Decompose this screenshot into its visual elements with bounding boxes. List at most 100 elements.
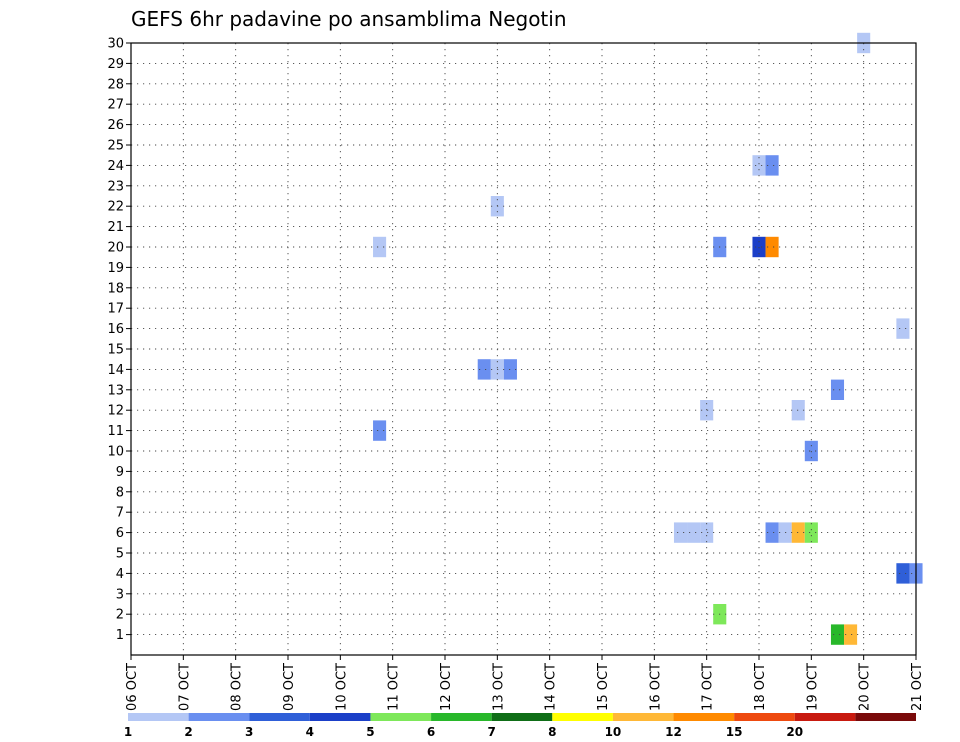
cell-mark (804, 522, 818, 543)
legend-tick-label: 1 (124, 725, 132, 739)
y-tick-label: 15 (107, 343, 124, 358)
legend-swatch (794, 713, 856, 721)
y-tick-label: 26 (107, 118, 124, 133)
legend-tick-label: 12 (665, 725, 682, 739)
cell-mark (752, 155, 766, 176)
cell-mark (765, 155, 779, 176)
color-legend: 1 2 3 4 5 6 7 8 10 12 15 20 (124, 713, 916, 739)
y-tick-label: 12 (107, 404, 124, 419)
x-tick-label: 19 OCT (805, 663, 820, 711)
cell-mark (830, 379, 845, 400)
y-tick-label: 29 (107, 57, 124, 72)
y-tick-label: 3 (116, 587, 124, 602)
legend-swatch (128, 713, 189, 721)
y-tick-label: 6 (116, 526, 124, 541)
x-tick-label: 11 OCT (387, 663, 402, 711)
y-tick-label: 23 (107, 179, 124, 194)
x-tick-label: 20 OCT (858, 663, 873, 711)
y-tick-label: 2 (116, 608, 124, 623)
x-tick-label: 12 OCT (439, 663, 454, 711)
legend-tick-label: 15 (726, 725, 743, 739)
y-tick-label: 7 (116, 506, 124, 521)
legend-tick-label: 20 (786, 725, 803, 739)
legend-swatch (552, 713, 613, 721)
cell-mark (896, 563, 910, 584)
y-tick-label: 30 (107, 37, 124, 52)
x-axis: 06 OCT 07 OCT 08 OCT 09 OCT 10 OCT 11 OCT 12 O… (125, 655, 925, 711)
cell-mark (791, 400, 805, 421)
y-tick-label: 9 (116, 465, 124, 480)
legend-swatch (491, 713, 553, 721)
y-tick-label: 21 (107, 220, 124, 235)
y-tick-label: 14 (107, 363, 124, 378)
cell-mark (804, 440, 818, 462)
cell-mark (765, 522, 779, 543)
y-tick-label: 28 (107, 77, 124, 92)
y-tick-label: 17 (107, 302, 124, 317)
legend-tick-label: 5 (366, 725, 374, 739)
grid-lines (131, 43, 916, 655)
legend-swatch (431, 713, 492, 721)
x-tick-label: 08 OCT (230, 663, 245, 711)
x-tick-label: 14 OCT (544, 663, 559, 711)
legend-swatch (309, 713, 371, 721)
x-tick-label: 06 OCT (125, 663, 140, 711)
x-tick-label: 15 OCT (596, 663, 611, 711)
y-tick-label: 27 (107, 98, 124, 113)
legend-tick-label: 3 (245, 725, 253, 739)
legend-swatch (734, 713, 795, 721)
cell-mark (700, 522, 714, 543)
x-tick-label: 16 OCT (648, 663, 663, 711)
y-tick-label: 25 (107, 139, 124, 154)
legend-tick-label: 10 (605, 725, 622, 739)
cell-mark (373, 236, 387, 258)
legend-tick-label: 4 (306, 725, 314, 739)
y-tick-label: 13 (107, 383, 124, 398)
y-tick-label: 8 (116, 485, 124, 500)
plot-frame (130, 42, 917, 656)
y-axis: 1234567891011121314151617181920212223242… (107, 37, 131, 643)
cell-mark (844, 624, 858, 645)
legend-swatch (188, 713, 250, 721)
y-tick-label: 1 (116, 628, 124, 643)
cell-mark (830, 624, 845, 645)
y-tick-label: 20 (107, 241, 124, 256)
cell-mark (503, 359, 517, 380)
legend-swatch (370, 713, 432, 721)
legend-tick-label: 6 (427, 725, 435, 739)
legend-swatch (249, 713, 310, 721)
y-tick-label: 5 (116, 547, 124, 562)
y-tick-label: 19 (107, 261, 124, 276)
cell-mark (791, 522, 805, 543)
x-tick-label: 07 OCT (177, 663, 192, 711)
cell-mark (373, 420, 387, 441)
chart-title: GEFS 6hr padavine po ansamblima Negotin (131, 7, 567, 31)
y-tick-label: 22 (107, 200, 124, 215)
x-tick-label: 13 OCT (491, 663, 506, 711)
y-tick-label: 16 (107, 322, 124, 337)
x-tick-label: 10 OCT (334, 663, 349, 711)
y-tick-label: 18 (107, 281, 124, 296)
x-tick-label: 17 OCT (701, 663, 716, 711)
y-tick-label: 4 (116, 567, 124, 582)
legend-swatch (855, 713, 916, 721)
y-tick-label: 10 (107, 445, 124, 460)
cell-mark (765, 236, 779, 258)
legend-tick-label: 8 (548, 725, 556, 739)
legend-tick-label: 2 (184, 725, 192, 739)
y-tick-label: 24 (107, 159, 124, 174)
y-tick-label: 11 (107, 424, 124, 439)
legend-swatch (612, 713, 674, 721)
cell-mark (477, 359, 491, 380)
cell-mark (687, 522, 701, 543)
x-tick-label: 18 OCT (753, 663, 768, 711)
cell-mark (752, 236, 766, 258)
cell-mark (896, 318, 910, 339)
cell-mark (673, 522, 688, 543)
legend-tick-label: 7 (488, 725, 496, 739)
x-tick-label: 09 OCT (282, 663, 297, 711)
legend-swatch (673, 713, 735, 721)
x-tick-label: 21 OCT (910, 663, 925, 711)
